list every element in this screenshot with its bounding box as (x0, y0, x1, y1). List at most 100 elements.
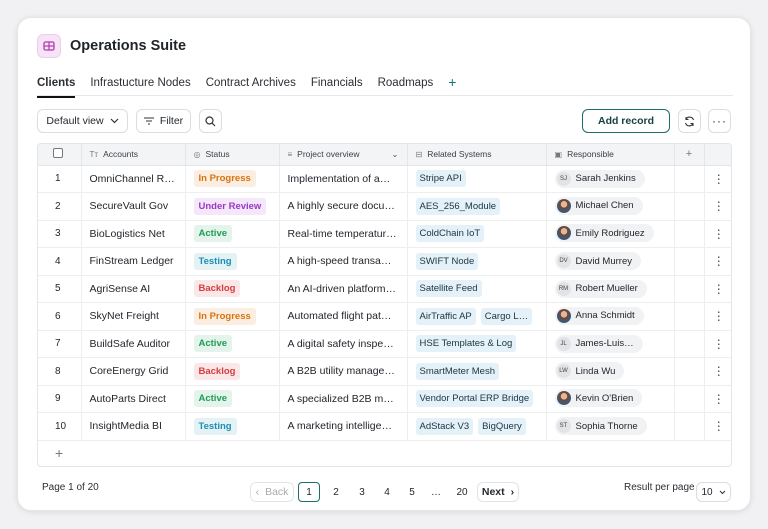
page-button[interactable]: 3 (359, 486, 365, 498)
column-header[interactable]: ▣ Responsible (546, 144, 675, 166)
person-name: Linda Wu (575, 365, 616, 377)
systems-cell: SmartMeter Mesh (407, 357, 547, 386)
table-row: 8 CoreEnergy Grid Backlog A B2B utility man… (38, 357, 731, 386)
systems-cell: AirTraffic AP Cargo L… (407, 302, 547, 331)
view-select[interactable]: Default view (37, 109, 128, 133)
status-cell: Testing (185, 247, 280, 276)
add-tab-button[interactable]: + (448, 74, 457, 90)
row-menu[interactable]: ⋮ (704, 192, 731, 221)
systems-cell: SWIFT Node (407, 247, 547, 276)
system-chip: AES_256_Module (415, 197, 501, 215)
chevron (110, 118, 119, 124)
page-button[interactable]: 5 (409, 486, 415, 498)
filter-button[interactable]: Filter (136, 109, 191, 133)
avatar-initials: DV (556, 254, 571, 269)
row-menu[interactable]: ⋮ (704, 220, 731, 248)
row-menu[interactable]: ⋮ (704, 385, 731, 413)
column-header[interactable]: Tт Accounts (81, 144, 186, 166)
systems-cell: AdStack V3 BigQuery (407, 412, 547, 441)
column-icon: ▣ (554, 150, 563, 160)
page-button[interactable]: 4 (384, 486, 390, 498)
responsible-cell: SJ Sarah Jenkins (546, 165, 675, 193)
next-arrow: › (510, 486, 515, 498)
tab[interactable]: Roadmaps (377, 77, 434, 89)
status-cell: Backlog (185, 357, 280, 386)
page-button[interactable]: 2 (333, 486, 339, 498)
account-cell: AutoParts Direct (81, 385, 186, 413)
add-row-button[interactable]: + (55, 445, 64, 461)
overview-cell: Automated flight pat… (279, 302, 408, 331)
status-cell: Active (185, 330, 280, 358)
system-chip: SmartMeter Mesh (415, 362, 499, 380)
add-column-button[interactable]: + (674, 144, 705, 166)
data-table: Tт Accounts ◎ Status ≡ Project overview ⌄ ⊟ Rela… (37, 143, 732, 467)
next-button[interactable]: Next › (477, 482, 519, 502)
page-button[interactable]: … (431, 486, 441, 498)
row-menu[interactable]: ⋮ (704, 247, 731, 276)
account-cell: AgriSense AI (81, 275, 186, 303)
status-cell: Under Review (185, 192, 280, 221)
column-header[interactable]: ≡ Project overview ⌄ (279, 144, 408, 166)
table-row: 7 BuildSafe Auditor Active A digital safety… (38, 330, 731, 358)
column-title: Responsible (567, 149, 614, 160)
page-button[interactable]: 1 (298, 482, 320, 502)
row-menu[interactable]: ⋮ (704, 275, 731, 303)
account-cell: InsightMedia BI (81, 412, 186, 441)
avatar-initials: RM (556, 281, 571, 296)
tab-divider (37, 95, 733, 96)
back-label: Back (265, 486, 289, 498)
column-header[interactable]: ◎ Status (185, 144, 280, 166)
column-icon: ≡ (287, 149, 293, 159)
row-number: 7 (38, 330, 82, 358)
tab[interactable]: Clients (37, 76, 76, 98)
row-menu[interactable]: ⋮ (704, 302, 731, 331)
page-button[interactable]: 20 (456, 486, 468, 498)
status-badge: Backlog (193, 362, 241, 380)
search-button[interactable] (199, 109, 222, 133)
per-page-label: Result per page (624, 482, 695, 493)
tab[interactable]: Contract Archives (205, 77, 296, 89)
account-cell: OmniChannel R… (81, 165, 186, 193)
row-menu[interactable]: ⋮ (704, 412, 731, 441)
account-cell: SkyNet Freight (81, 302, 186, 331)
tab[interactable]: Financials (310, 77, 363, 89)
row-number: 3 (38, 220, 82, 248)
row-number: 6 (38, 302, 82, 331)
overview-cell: A digital safety inspe… (279, 330, 408, 358)
row-number: 2 (38, 192, 82, 221)
avatar-initials: ST (556, 419, 571, 434)
overview-cell: A specialized B2B m… (279, 385, 408, 413)
checkbox[interactable] (53, 148, 63, 159)
app-title: Operations Suite (70, 38, 187, 54)
search-icon (205, 115, 216, 126)
table-row: 3 BioLogistics Net Active Real-time tempera… (38, 220, 731, 248)
systems-cell: Stripe API (407, 165, 547, 193)
status-badge: Backlog (193, 280, 241, 298)
system-chip: AirTraffic AP (415, 307, 476, 325)
table-row: 9 AutoParts Direct Active A specialized B2B… (38, 385, 731, 413)
row-menu[interactable]: ⋮ (704, 330, 731, 358)
app-icon (37, 34, 61, 58)
empty-cell (674, 385, 705, 413)
per-page-select[interactable]: 10 (696, 482, 731, 502)
row-menu[interactable]: ⋮ (704, 357, 731, 386)
tab[interactable]: Infrastucture Nodes (90, 77, 191, 89)
column-header[interactable]: ⊟ Related Systems (407, 144, 547, 166)
person-name: James-Luis… (575, 338, 634, 350)
responsible-cell: Anna Schmidt (546, 302, 675, 331)
column-menu[interactable]: ⌄ (391, 148, 399, 159)
avatar-photo (556, 391, 571, 406)
add-record-button[interactable]: Add record (582, 109, 670, 133)
table-row: 10 InsightMedia BI Testing A marketing inte… (38, 412, 731, 441)
systems-cell: HSE Templates & Log (407, 330, 547, 358)
row-menu[interactable]: ⋮ (704, 165, 731, 193)
system-chip: SWIFT Node (415, 252, 479, 270)
table-row: 4 FinStream Ledger Testing A high-speed tra… (38, 247, 731, 276)
refresh-icon (684, 116, 695, 126)
empty-cell (674, 165, 705, 193)
refresh-button[interactable] (678, 109, 701, 133)
page-summary: Page 1 of 20 (42, 482, 99, 493)
more-button[interactable]: ··· (708, 109, 731, 133)
empty-cell (674, 357, 705, 386)
